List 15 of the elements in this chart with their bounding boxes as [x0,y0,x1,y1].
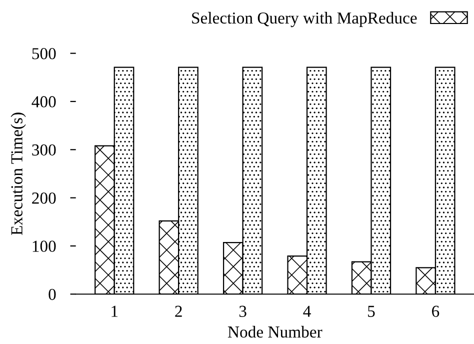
x-axis-title: Node Number [228,326,322,338]
y-tick-label: 0 [48,288,56,300]
y-tick-label: 300 [32,144,56,156]
x-tick-label: 2 [175,306,182,317]
y-tick-label: 400 [32,96,56,108]
x-tick-label: 4 [303,306,311,317]
x-tick-label: 5 [368,306,375,317]
y-tick-label: 500 [32,48,56,60]
y-tick-label: 200 [32,192,56,204]
y-axis-title: Execution Time(s) [10,112,26,236]
x-tick-label: 3 [239,306,246,317]
x-tick-label: 6 [432,306,440,317]
x-tick-label: 1 [112,306,118,317]
y-tick-label: 100 [32,240,56,252]
legend-label: Selection Query with MapReduce [192,12,417,28]
